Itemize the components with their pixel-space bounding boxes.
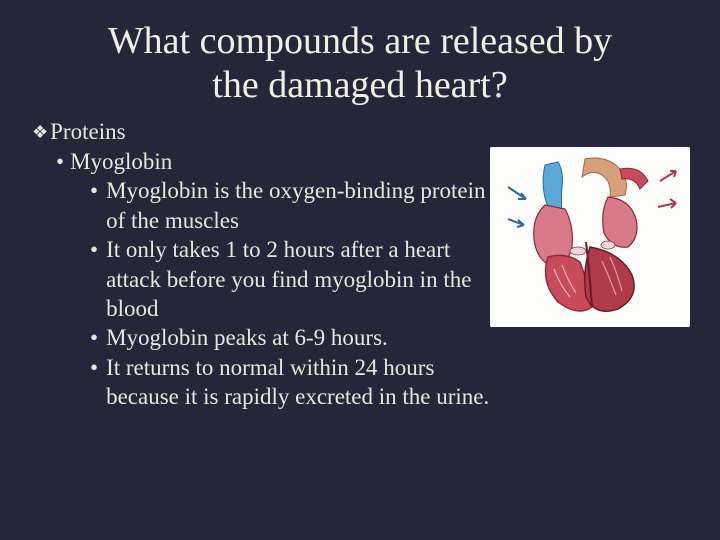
- dot-bullet-icon: •: [90, 176, 98, 235]
- level2-label: Myoglobin: [70, 149, 172, 174]
- title-line-2: the damaged heart?: [212, 64, 507, 106]
- bullet-level-3: • Myoglobin is the oxygen-binding protei…: [90, 176, 490, 235]
- heart-icon: [490, 147, 690, 327]
- diamond-bullet-icon: ❖: [32, 121, 48, 144]
- bullet-level-3: • It only takes 1 to 2 hours after a hea…: [90, 235, 490, 323]
- slide-title: What compounds are released by the damag…: [0, 0, 720, 107]
- bullet-level-3: • It returns to normal within 24 hours b…: [90, 353, 490, 412]
- bullet-level-2: •Myoglobin: [56, 147, 490, 176]
- title-line-1: What compounds are released by: [108, 20, 612, 62]
- dot-bullet-icon: •: [90, 323, 98, 352]
- dot-bullet-icon: •: [56, 149, 64, 174]
- level3-text: Myoglobin peaks at 6-9 hours.: [106, 323, 490, 352]
- image-column: [490, 117, 690, 411]
- text-column: ❖Proteins •Myoglobin • Myoglobin is the …: [30, 117, 490, 411]
- level3-text: It only takes 1 to 2 hours after a heart…: [106, 235, 490, 323]
- heart-diagram-image: [490, 147, 690, 327]
- dot-bullet-icon: •: [90, 353, 98, 412]
- level1-label: Proteins: [50, 119, 125, 144]
- slide-content: ❖Proteins •Myoglobin • Myoglobin is the …: [0, 107, 720, 411]
- dot-bullet-icon: •: [90, 235, 98, 323]
- bullet-level-3: • Myoglobin peaks at 6-9 hours.: [90, 323, 490, 352]
- bullet-level-1: ❖Proteins: [32, 117, 490, 146]
- level3-text: Myoglobin is the oxygen-binding protein …: [106, 176, 490, 235]
- level3-text: It returns to normal within 24 hours bec…: [106, 353, 490, 412]
